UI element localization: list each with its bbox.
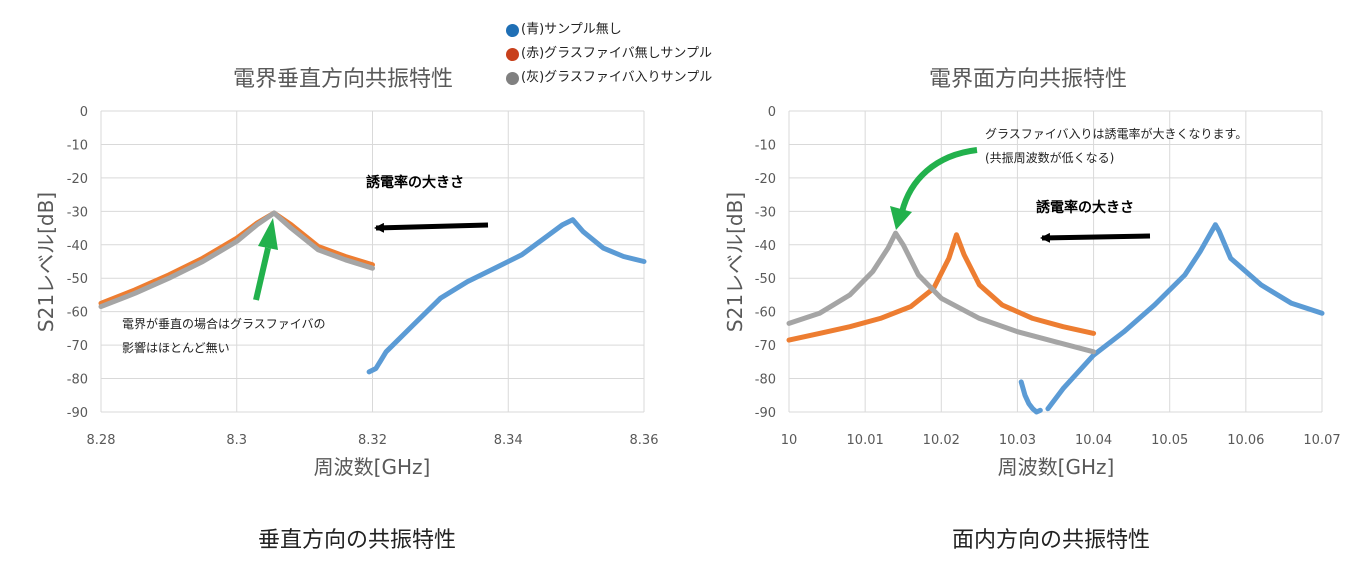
green-arrow-shaft-left — [253, 247, 271, 301]
x-tick-label-left: 8.36 — [630, 433, 659, 448]
ticks-left: 0 -10 -20 -30 -40 -50 -60 -70 -80 -90 8.28 8.3 8.32 8… — [67, 105, 659, 448]
permittivity-label-left: 誘電率の大きさ — [366, 174, 464, 191]
y-tick-label-right: -40 — [755, 239, 776, 254]
note-line1-left: 電界が垂直の場合はグラスファイバの — [122, 316, 326, 331]
y-axis-label-right: S21レベル[dB] — [723, 192, 747, 332]
series-line-left-0 — [366, 217, 647, 375]
green-arrow-head-right — [890, 206, 912, 230]
y-tick-label-right: 0 — [768, 105, 776, 120]
chart-left: 0 -10 -20 -30 -40 -50 -60 -70 -80 -90 8.28 8.3 8.32 8… — [34, 67, 658, 479]
x-tick-label-right: 10.02 — [923, 433, 960, 448]
y-tick-label-right: -50 — [755, 272, 776, 287]
y-tick-label-left: -80 — [67, 373, 88, 388]
x-tick-label-left: 8.32 — [358, 433, 387, 448]
y-tick-label-right: -60 — [755, 306, 776, 321]
y-tick-label-left: -90 — [67, 406, 88, 421]
x-tick-label-left: 8.3 — [226, 433, 247, 448]
x-tick-label-left: 8.28 — [87, 433, 116, 448]
chart-right: 0 -10 -20 -30 -40 -50 -60 -70 -80 -90 10 10.01 10.02… — [723, 67, 1341, 479]
green-arrow-shaft-right — [899, 147, 978, 213]
y-tick-label-left: -70 — [67, 339, 88, 354]
x-tick-label-right: 10.01 — [847, 433, 884, 448]
y-tick-label-left: -60 — [67, 306, 88, 321]
legend-label-blue: (青)サンプル無し — [521, 22, 622, 37]
y-tick-label-right: -20 — [755, 172, 776, 187]
x-tick-label-right: 10 — [781, 433, 798, 448]
y-tick-label-right: -80 — [755, 373, 776, 388]
x-tick-label-right: 10.04 — [1075, 433, 1112, 448]
legend-item-gray: (灰)グラスファイバ入りサンプル — [506, 66, 712, 90]
legend: (青)サンプル無し (赤)グラスファイバ無しサンプル (灰)グラスファイバ入りサ… — [506, 18, 712, 90]
chart-title-right: 電界面方向共振特性 — [929, 67, 1127, 92]
y-axis-label-left: S21レベル[dB] — [34, 192, 58, 332]
legend-dot-red — [506, 47, 519, 61]
y-tick-label-right: -30 — [755, 205, 776, 220]
permittivity-arrow-right — [1040, 232, 1151, 243]
x-tick-label-right: 10.05 — [1151, 433, 1188, 448]
caption-right: 面内方向の共振特性 — [952, 528, 1151, 553]
y-tick-label-right: -10 — [755, 138, 776, 153]
legend-item-red: (赤)グラスファイバ無しサンプル — [506, 42, 712, 66]
legend-dot-blue — [506, 23, 519, 37]
series-line-left-2 — [98, 210, 375, 310]
x-tick-label-right: 10.07 — [1303, 433, 1340, 448]
y-tick-label-left: -20 — [67, 172, 88, 187]
y-tick-label-right: -90 — [755, 406, 776, 421]
series-line-right-1 — [1018, 379, 1043, 415]
grid-right — [788, 110, 1323, 413]
x-axis-label-left: 周波数[GHz] — [314, 455, 431, 479]
permittivity-label-right: 誘電率の大きさ — [1036, 199, 1134, 216]
legend-label-gray: (灰)グラスファイバ入りサンプル — [521, 70, 713, 85]
chart-title-left: 電界垂直方向共振特性 — [233, 67, 453, 92]
note-line2-left: 影響はほとんど無い — [122, 340, 230, 355]
legend-item-blue: (青)サンプル無し — [506, 18, 712, 42]
series-line-right-2 — [786, 232, 1097, 343]
y-tick-label-left: -10 — [67, 138, 88, 153]
fiber-note-line2: (共振周波数が低くなる) — [985, 150, 1114, 165]
caption-left: 垂直方向の共振特性 — [258, 528, 457, 553]
x-tick-label-right: 10.06 — [1227, 433, 1264, 448]
y-tick-label-left: -30 — [67, 205, 88, 220]
y-tick-label-right: -70 — [755, 339, 776, 354]
x-tick-label-right: 10.03 — [999, 433, 1036, 448]
x-tick-label-left: 8.34 — [494, 433, 523, 448]
series-right — [786, 222, 1325, 415]
series-line-right-0 — [1045, 222, 1325, 412]
y-tick-label-left: -50 — [67, 272, 88, 287]
legend-label-red: (赤)グラスファイバ無しサンプル — [521, 46, 712, 61]
y-tick-label-left: -40 — [67, 239, 88, 254]
ticks-right: 0 -10 -20 -30 -40 -50 -60 -70 -80 -90 10 10.01 10.02… — [755, 105, 1341, 448]
series-line-right-3 — [786, 230, 1097, 355]
y-tick-label-left: 0 — [80, 105, 88, 120]
x-axis-label-right: 周波数[GHz] — [998, 455, 1115, 479]
green-arrow-head-left — [258, 218, 278, 250]
legend-dot-gray — [506, 71, 519, 85]
series-left — [98, 210, 647, 375]
grid-left — [100, 110, 645, 413]
fiber-note-line1: グラスファイバ入りは誘電率が大きくなります。 — [985, 126, 1247, 141]
permittivity-arrow-left — [374, 222, 489, 233]
